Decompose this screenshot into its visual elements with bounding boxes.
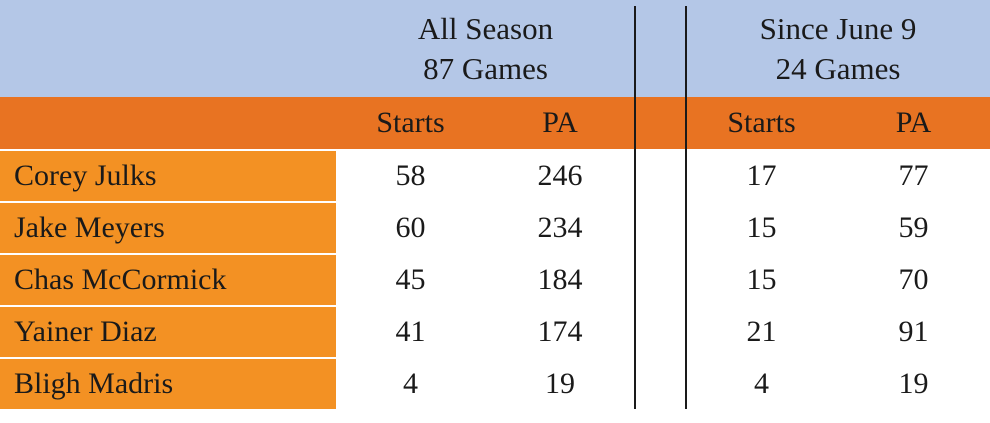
column-header-blank <box>0 97 336 149</box>
player-name: Chas McCormick <box>0 255 336 305</box>
value-cell: 77 <box>837 151 990 201</box>
group-subtitle: 24 Games <box>775 50 901 86</box>
value-cell: 15 <box>686 203 837 253</box>
group-title: Since June 9 <box>759 10 917 46</box>
gap-header-cell <box>635 0 686 97</box>
column-header-pa: PA <box>837 97 990 149</box>
player-name: Jake Meyers <box>0 203 336 253</box>
value-cell: 184 <box>485 255 635 305</box>
value-cell: 17 <box>686 151 837 201</box>
value-cell: 19 <box>485 359 635 409</box>
value-cell: 174 <box>485 307 635 357</box>
value-cell: 91 <box>837 307 990 357</box>
value-cell: 70 <box>837 255 990 305</box>
group-title: All Season <box>417 10 554 46</box>
divider-line-right <box>685 6 687 409</box>
column-header-pa: PA <box>485 97 635 149</box>
group-header-all-season: All Season 87 Games <box>336 0 635 97</box>
value-cell: 4 <box>686 359 837 409</box>
value-cell: 59 <box>837 203 990 253</box>
value-cell: 15 <box>686 255 837 305</box>
group-header-since-june-9: Since June 9 24 Games <box>686 0 990 97</box>
value-cell: 41 <box>336 307 485 357</box>
column-header-gap <box>635 97 686 149</box>
value-cell: 234 <box>485 203 635 253</box>
value-cell: 246 <box>485 151 635 201</box>
player-name: Yainer Diaz <box>0 307 336 357</box>
column-header-starts: Starts <box>686 97 837 149</box>
value-cell: 58 <box>336 151 485 201</box>
group-subtitle: 87 Games <box>423 50 548 86</box>
player-name: Corey Julks <box>0 151 336 201</box>
value-cell: 19 <box>837 359 990 409</box>
corner-cell <box>0 0 336 97</box>
value-cell: 21 <box>686 307 837 357</box>
value-cell: 60 <box>336 203 485 253</box>
divider-line-left <box>634 6 636 409</box>
value-cell: 45 <box>336 255 485 305</box>
column-header-starts: Starts <box>336 97 485 149</box>
player-name: Bligh Madris <box>0 359 336 409</box>
value-cell: 4 <box>336 359 485 409</box>
